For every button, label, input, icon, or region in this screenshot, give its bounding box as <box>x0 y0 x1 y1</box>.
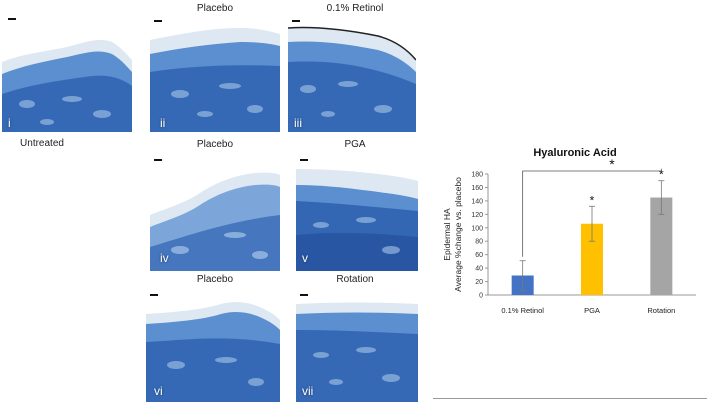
bar <box>581 223 603 295</box>
histology-panel-placebo-2: iv <box>150 155 280 271</box>
panel-numeral: v <box>302 251 308 265</box>
panel-numeral: iii <box>294 116 302 130</box>
comparison-bracket <box>522 168 662 257</box>
panel-numeral: ii <box>160 116 166 130</box>
y-tick-label: 40 <box>475 266 483 273</box>
histology-image <box>146 290 280 402</box>
histology-image <box>296 155 418 271</box>
panel-label-pga: PGA <box>344 139 366 150</box>
y-tick-label: 60 <box>475 252 483 259</box>
panel-label-placebo-1: Placebo <box>196 3 234 14</box>
y-axis-label: Epidermal HA <box>442 208 452 261</box>
scale-bar <box>300 294 308 296</box>
y-tick-label: 80 <box>475 239 483 246</box>
bar <box>650 197 673 295</box>
scale-bar <box>150 294 158 296</box>
panel-numeral: vii <box>302 384 314 398</box>
y-tick-label: 180 <box>471 172 483 179</box>
comparison-significance-mark: * <box>609 156 615 172</box>
panel-label-retinol: 0.1% Retinol <box>326 3 384 14</box>
scale-bar <box>8 18 16 20</box>
significance-mark: * <box>659 168 664 182</box>
scale-bar <box>300 159 308 161</box>
scale-bar <box>154 159 162 161</box>
panel-numeral: i <box>8 116 11 130</box>
y-tick-label: 20 <box>475 279 483 286</box>
histology-image <box>150 155 280 271</box>
histology-panel-pga: v <box>296 155 418 271</box>
histology-panel-untreated: i <box>2 14 132 132</box>
histology-image <box>2 14 132 132</box>
x-category-label: 0.1% Retinol <box>501 306 544 315</box>
x-category-label: PGA <box>584 306 600 315</box>
panel-numeral: iv <box>160 251 169 265</box>
histology-image <box>296 290 418 402</box>
histology-panel-placebo-1: ii <box>150 14 280 132</box>
histology-panel-rotation: vii <box>296 290 418 402</box>
panel-label-placebo-3: Placebo <box>196 274 234 285</box>
significance-mark: * <box>590 193 595 207</box>
y-tick-label: 120 <box>471 212 483 219</box>
hyaluronic-acid-chart: Hyaluronic Acid Epidermal HA Average %chan… <box>442 147 696 315</box>
scale-bar <box>154 20 162 22</box>
y-tick-label: 160 <box>471 185 483 192</box>
panel-label-rotation: Rotation <box>336 274 374 285</box>
y-tick-label: 100 <box>471 225 483 232</box>
histology-image <box>150 14 280 132</box>
panel-label-placebo-2: Placebo <box>196 139 234 150</box>
panel-label-untreated: Untreated <box>20 138 64 149</box>
divider-line <box>433 398 707 399</box>
y-tick-label: 140 <box>471 198 483 205</box>
scale-bar <box>292 20 300 22</box>
x-category-label: Rotation <box>647 306 675 315</box>
y-axis-label-2: Average %change vs. placebo <box>453 177 463 292</box>
histology-panel-retinol: iii <box>288 14 416 132</box>
histology-panel-placebo-3: vi <box>146 290 280 402</box>
chart-title: Hyaluronic Acid <box>533 147 616 159</box>
panel-numeral: vi <box>154 384 163 398</box>
histology-image <box>288 14 416 132</box>
y-tick-label: 0 <box>479 293 483 300</box>
